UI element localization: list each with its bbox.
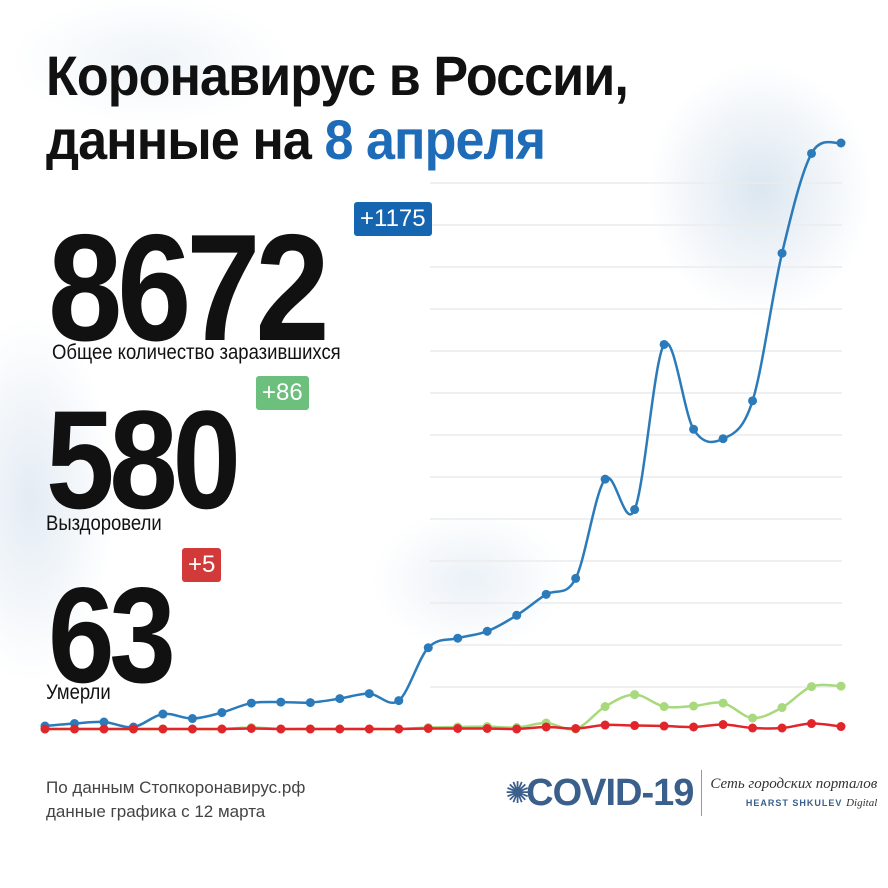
cases-point — [99, 717, 109, 727]
cases-point — [453, 633, 463, 643]
deaths-point — [630, 721, 640, 731]
cases-point — [630, 505, 640, 515]
cases-point — [482, 626, 492, 636]
recovered-point — [836, 681, 846, 691]
deaths-delta-badge: +5 — [182, 548, 222, 582]
cases-point — [217, 708, 227, 718]
recovered-total: 580 — [46, 381, 241, 538]
deaths-point — [246, 724, 256, 734]
deaths-point — [40, 724, 50, 734]
deaths-point — [777, 723, 787, 733]
cases-point — [571, 573, 581, 583]
deaths-point — [541, 722, 551, 732]
cases-point — [394, 696, 404, 706]
cases-label: Общее количество заразившихся — [52, 341, 341, 364]
brand-suffix: Digital — [846, 796, 878, 809]
title-line-2: данные на 8 апреля — [46, 108, 628, 172]
deaths-point — [335, 724, 345, 734]
covid-logo: ✺ COVID-19 Сеть городских порталов HEARS… — [505, 770, 877, 816]
deaths-total: 63 — [48, 559, 176, 711]
cases-point — [276, 697, 286, 707]
title-prefix: данные на — [46, 108, 325, 171]
recovered-point — [630, 690, 640, 700]
network-logo: Сеть городских порталов HEARST SHKULEV D… — [710, 775, 877, 812]
deaths-point — [482, 724, 492, 734]
deaths-point — [217, 724, 227, 734]
network-name: Сеть городских порталов — [710, 775, 878, 792]
footer-source: По данным Стопкоронавирус.рф данные граф… — [46, 776, 305, 824]
virus-icon: ✺ — [505, 776, 531, 810]
deaths-point — [659, 721, 669, 731]
cases-point — [305, 698, 315, 708]
page-title: Коронавирус в России, данные на 8 апреля — [46, 44, 629, 172]
deaths-point — [836, 722, 846, 732]
brand-name: HEARST SHKULEV — [745, 797, 843, 808]
cases-point — [423, 643, 433, 653]
recovered-point — [600, 702, 610, 712]
deaths-point — [276, 724, 286, 734]
source-text: По данным Стопкоронавирус.рф — [46, 778, 306, 797]
deaths-point — [748, 723, 758, 733]
series-lines — [40, 138, 846, 734]
deaths-point — [305, 724, 315, 734]
deaths-point — [394, 724, 404, 734]
deaths-point — [512, 724, 522, 734]
cases-point — [364, 689, 374, 699]
cases-point — [335, 694, 345, 704]
logo-covid-text: COVID-19 — [526, 771, 694, 814]
deaths-label: Умерли — [46, 681, 111, 704]
cases-point — [600, 474, 610, 484]
deaths-point — [571, 724, 581, 734]
gridlines — [430, 182, 842, 688]
cases-point — [541, 589, 551, 599]
cases-point — [246, 698, 256, 708]
deaths-point — [187, 724, 197, 734]
deaths-point — [600, 720, 610, 730]
cases-point — [836, 138, 846, 148]
cases-point — [718, 434, 728, 444]
deaths-point — [128, 724, 138, 734]
recovered-point — [777, 703, 787, 713]
cases-point — [512, 610, 522, 620]
recovered-point — [689, 701, 699, 711]
cases-point — [748, 396, 758, 406]
cases-point — [777, 248, 787, 258]
cases-point — [659, 339, 669, 349]
recovered-point — [659, 702, 669, 712]
cases-point — [187, 714, 197, 724]
deaths-point — [807, 719, 817, 729]
deaths-point — [364, 724, 374, 734]
since-text: данные графика с 12 марта — [46, 802, 266, 821]
recovered-point — [807, 682, 817, 692]
deaths-point — [158, 724, 168, 734]
deaths-point — [453, 724, 463, 734]
deaths-point — [423, 724, 433, 734]
cases-point — [158, 709, 168, 719]
recovered-label: Выздоровели — [46, 512, 162, 535]
deaths-point — [69, 724, 79, 734]
logo-divider — [701, 770, 703, 816]
deaths-point — [99, 724, 109, 734]
cases-point — [689, 424, 699, 434]
recovered-delta-badge: +86 — [256, 376, 309, 410]
cases-delta-badge: +1175 — [354, 202, 432, 236]
title-line-1: Коронавирус в России, — [46, 44, 629, 107]
cases-point — [807, 148, 817, 158]
recovered-point — [718, 698, 728, 708]
cases-total: 8672 — [48, 203, 330, 373]
deaths-point — [689, 722, 699, 732]
deaths-point — [718, 720, 728, 730]
recovered-point — [748, 713, 758, 723]
deaths-line — [45, 722, 842, 731]
title-date: 8 апреля — [324, 108, 546, 171]
